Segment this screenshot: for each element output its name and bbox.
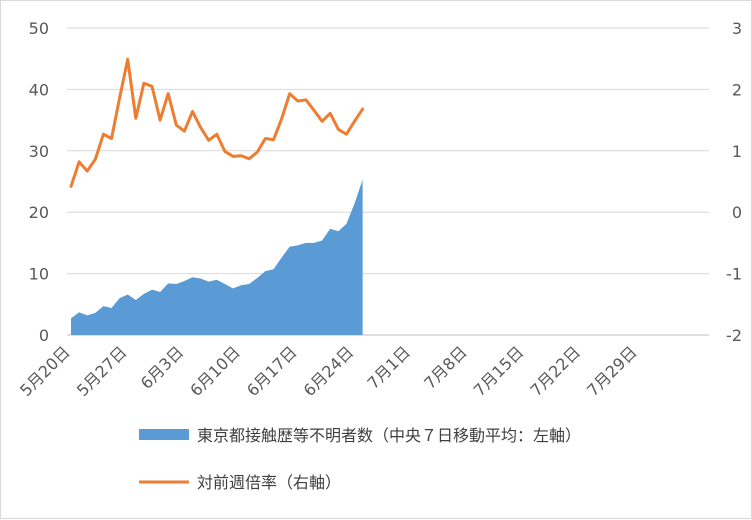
legend-label-area: 東京都接触歴等不明者数（中央７日移動平均：左軸）: [197, 426, 581, 445]
left-tick-label: 30: [29, 142, 49, 161]
left-tick-label: 20: [29, 203, 49, 222]
right-tick-label: 2: [732, 80, 742, 99]
right-tick-label: -2: [726, 326, 742, 345]
legend-label-line: 対前週倍率（右軸）: [197, 473, 341, 492]
x-axis-ticks: 5月20日 5月27日 6月3日 6月10日 6月17日 6月24日 7月1日 7月8日 7月1…: [16, 342, 641, 400]
x-tick-label: 7月8日: [420, 342, 470, 392]
right-axis-ticks: -2 -1 0 1 2 3: [726, 19, 742, 345]
left-axis-ticks: 0 10 20 30 40 50: [29, 19, 49, 345]
x-tick-label: 6月3日: [137, 342, 187, 392]
right-tick-label: 1: [732, 142, 742, 161]
right-tick-label: 0: [732, 203, 742, 222]
right-tick-label: 3: [732, 19, 742, 38]
x-tick-label: 7月29日: [583, 342, 641, 400]
legend: 東京都接触歴等不明者数（中央７日移動平均：左軸） 対前週倍率（右軸）: [139, 426, 581, 492]
x-tick-label: 6月17日: [243, 342, 301, 400]
right-tick-label: -1: [726, 265, 742, 284]
x-tick-label: 6月10日: [186, 342, 244, 400]
left-tick-label: 10: [29, 265, 49, 284]
legend-swatch-area: [139, 429, 189, 440]
left-tick-label: 50: [29, 19, 49, 38]
area-series-shape: [71, 179, 363, 335]
line-series: [69, 57, 365, 188]
line-series-path: [69, 57, 365, 188]
x-tick-label: 7月22日: [526, 342, 584, 400]
x-tick-label: 6月24日: [300, 342, 358, 400]
x-tick-label: 5月27日: [73, 342, 131, 400]
x-tick-label: 7月15日: [470, 342, 528, 400]
left-tick-label: 0: [39, 326, 49, 345]
x-tick-label: 7月1日: [364, 342, 414, 392]
left-tick-label: 40: [29, 80, 49, 99]
area-series: [71, 179, 363, 335]
x-tick-label: 5月20日: [16, 342, 74, 400]
gridlines: [67, 27, 709, 336]
